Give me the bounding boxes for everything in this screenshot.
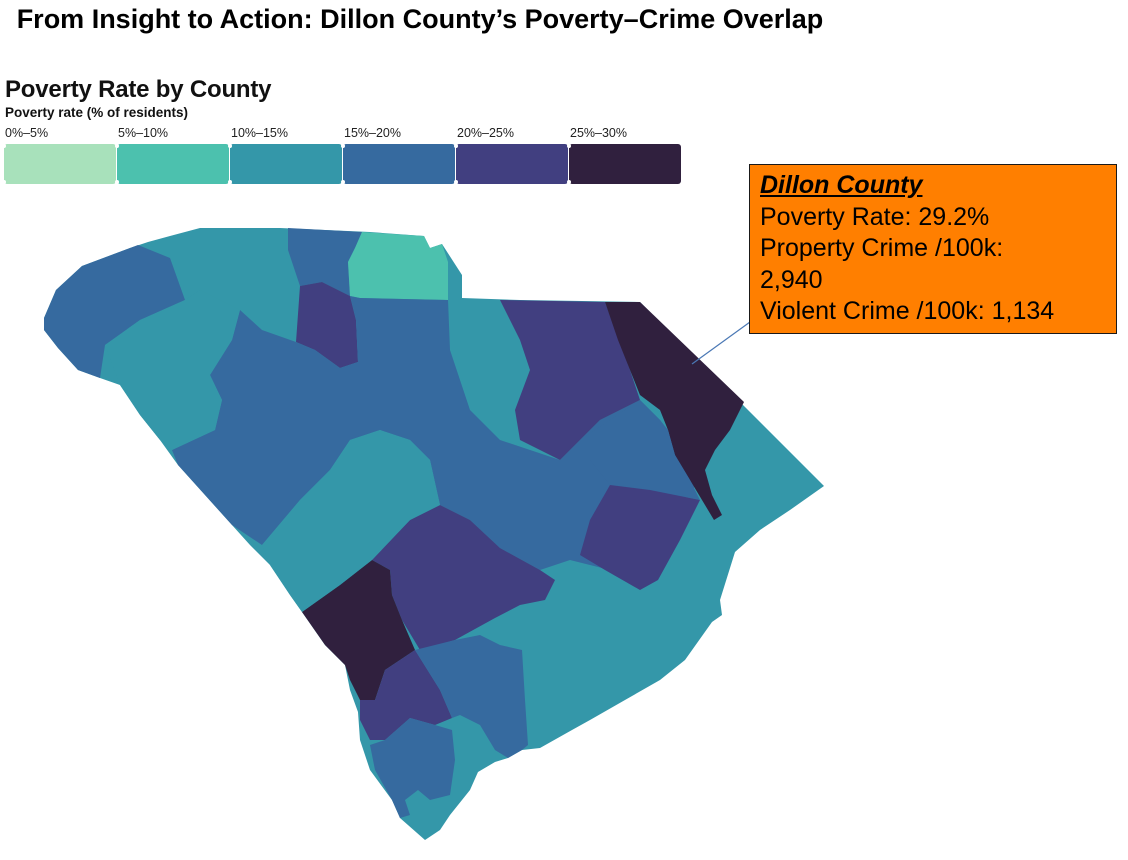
legend-item: 10%–15% — [228, 126, 342, 188]
county-chester — [296, 282, 358, 368]
callout-poverty-rate: Poverty Rate: 29.2% — [760, 202, 990, 231]
dillon-callout: Dillon County Poverty Rate: 29.2% Proper… — [749, 164, 1117, 334]
county-lexington — [262, 430, 440, 612]
legend-swatch — [567, 144, 681, 184]
legend-item: 20%–25% — [454, 126, 568, 188]
legend-label: 10%–15% — [231, 126, 288, 140]
callout-heading: Dillon County — [760, 171, 923, 199]
legend-item: 25%–30% — [567, 126, 681, 188]
legend-swatch — [2, 144, 116, 184]
county-anderson — [105, 290, 240, 450]
legend-label: 20%–25% — [457, 126, 514, 140]
callout-property-crime-value: 2,940 — [760, 265, 823, 294]
legend-label: 25%–30% — [570, 126, 627, 140]
county-lancaster — [348, 232, 448, 300]
county-florence — [580, 400, 700, 500]
callout-violent-crime: Violent Crime /100k: 1,134 — [760, 297, 1055, 325]
county-williamsburg — [580, 485, 700, 590]
legend-item: 0%–5% — [2, 126, 116, 188]
legend: 0%–5% 5%–10% 10%–15% 15%–20% 20%–25% 25%… — [2, 126, 681, 188]
chart-title: Poverty Rate by County — [5, 76, 272, 103]
callout-property-crime-label: Property Crime /100k: — [760, 234, 1004, 262]
legend-swatch — [115, 144, 229, 184]
county-hampton — [360, 650, 452, 740]
legend-item: 5%–10% — [115, 126, 229, 188]
legend-swatch — [341, 144, 455, 184]
county-york — [288, 228, 362, 296]
legend-swatch — [454, 144, 568, 184]
page-title: From Insight to Action: Dillon County’s … — [16, 4, 824, 34]
county-allendale — [302, 560, 415, 700]
legend-item: 15%–20% — [341, 126, 455, 188]
county-orangeburg — [372, 505, 555, 650]
county-dillon — [605, 302, 744, 520]
county-jasper — [370, 718, 455, 818]
legend-swatch — [228, 144, 342, 184]
legend-title: Poverty rate (% of residents) — [5, 105, 189, 120]
legend-label: 0%–5% — [5, 126, 49, 140]
county-oconee — [44, 245, 185, 378]
legend-label: 15%–20% — [344, 126, 401, 140]
county-colleton — [415, 635, 528, 758]
county-midlands — [172, 296, 700, 570]
legend-label: 5%–10% — [118, 126, 169, 140]
county-chesterfield — [500, 300, 640, 460]
callout-leader-line — [691, 321, 751, 365]
